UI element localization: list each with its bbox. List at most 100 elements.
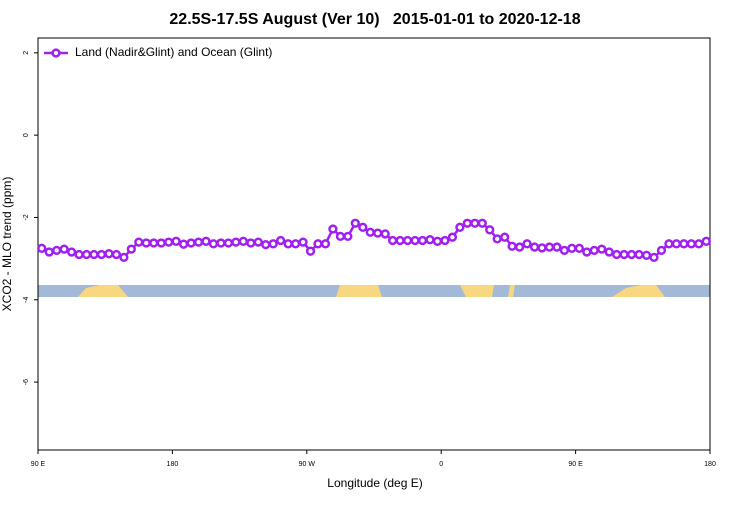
data-point (37, 243, 47, 253)
data-point (649, 252, 659, 263)
data-point (567, 243, 577, 253)
data-point (500, 232, 510, 242)
data-point (81, 249, 92, 260)
y-tick-label: 0 (23, 133, 30, 137)
legend-label: Land (Nadir&Glint) and Ocean (Glint) (75, 45, 272, 59)
data-point (164, 237, 174, 247)
data-point (447, 232, 458, 242)
data-point (66, 247, 77, 257)
data-point (686, 239, 696, 249)
data-point (104, 249, 114, 259)
x-tick-label: 0 (439, 461, 443, 468)
y-axis-label: XCO2 - MLO trend (ppm) (0, 177, 14, 312)
data-point (619, 249, 629, 260)
data-point (126, 244, 136, 254)
y-tick-label: 2 (23, 51, 30, 55)
data-point (268, 239, 278, 249)
data-point (193, 237, 204, 247)
data-point (380, 229, 390, 239)
data-point (626, 249, 637, 260)
data-point (477, 218, 487, 228)
data-point (261, 239, 271, 250)
data-point (671, 239, 682, 249)
data-point (89, 249, 99, 260)
data-point (223, 238, 234, 248)
data-point (492, 234, 502, 244)
data-point (634, 249, 644, 260)
x-tick-label: 90 W (299, 461, 316, 468)
data-point (231, 237, 241, 247)
data-point (276, 235, 286, 246)
data-point (529, 242, 540, 252)
data-point (328, 224, 338, 234)
data-point (149, 238, 159, 248)
data-point (664, 239, 674, 249)
data-point (507, 241, 517, 251)
land-ocean-strip (38, 285, 710, 297)
data-point (156, 238, 166, 248)
data-point (432, 236, 443, 246)
x-axis-label: Longitude (deg E) (327, 476, 422, 490)
data-point (544, 242, 555, 252)
data-point (44, 247, 54, 257)
x-tick-label: 90 E (568, 461, 583, 468)
x-tick-label: 180 (704, 461, 716, 468)
y-tick-label: -4 (23, 297, 30, 303)
data-point (373, 228, 383, 238)
data-point (656, 245, 667, 256)
data-point (216, 238, 226, 248)
data-point (559, 245, 570, 256)
data-point (358, 222, 368, 232)
data-point (485, 225, 495, 235)
data-point (111, 249, 122, 260)
data-point (455, 222, 465, 232)
data-point (604, 247, 614, 257)
data-point (589, 245, 599, 256)
data-point (582, 247, 592, 257)
data-point (246, 238, 256, 248)
data-point (522, 239, 532, 249)
data-point (574, 243, 584, 253)
data-point (402, 235, 413, 246)
data-point (470, 218, 480, 228)
data-point (171, 236, 181, 246)
data-point (597, 244, 607, 254)
data-point (59, 244, 69, 254)
data-point (514, 242, 525, 252)
chart-title: 22.5S-17.5S August (Ver 10) 2015-01-01 t… (169, 11, 580, 28)
data-point (283, 239, 293, 249)
data-point (298, 237, 308, 247)
data-point (694, 239, 704, 249)
data-point (208, 239, 219, 249)
data-point (641, 250, 652, 260)
data-point (343, 231, 353, 242)
data-point (119, 252, 129, 263)
data-point (52, 245, 62, 256)
data-point (552, 242, 562, 252)
data-point (305, 246, 316, 256)
data-point (290, 239, 301, 249)
data-point (388, 235, 398, 246)
data-point (320, 239, 331, 249)
data-point (365, 227, 375, 237)
y-tick-label: -6 (23, 379, 30, 385)
data-point (238, 236, 248, 246)
data-point (313, 239, 323, 249)
data-point (74, 249, 84, 260)
data-point (186, 238, 196, 248)
data-point (462, 218, 472, 228)
data-point (350, 218, 360, 228)
data-point (201, 236, 211, 246)
data-point (612, 249, 622, 260)
legend-marker (51, 48, 61, 58)
data-point (141, 238, 151, 248)
data-point (178, 239, 189, 249)
data-point (440, 235, 450, 246)
data-point (701, 236, 711, 246)
y-tick-label: -2 (23, 214, 30, 220)
data-point (679, 239, 689, 249)
data-point (253, 237, 263, 247)
data-point (335, 231, 346, 242)
data-point (134, 237, 144, 247)
